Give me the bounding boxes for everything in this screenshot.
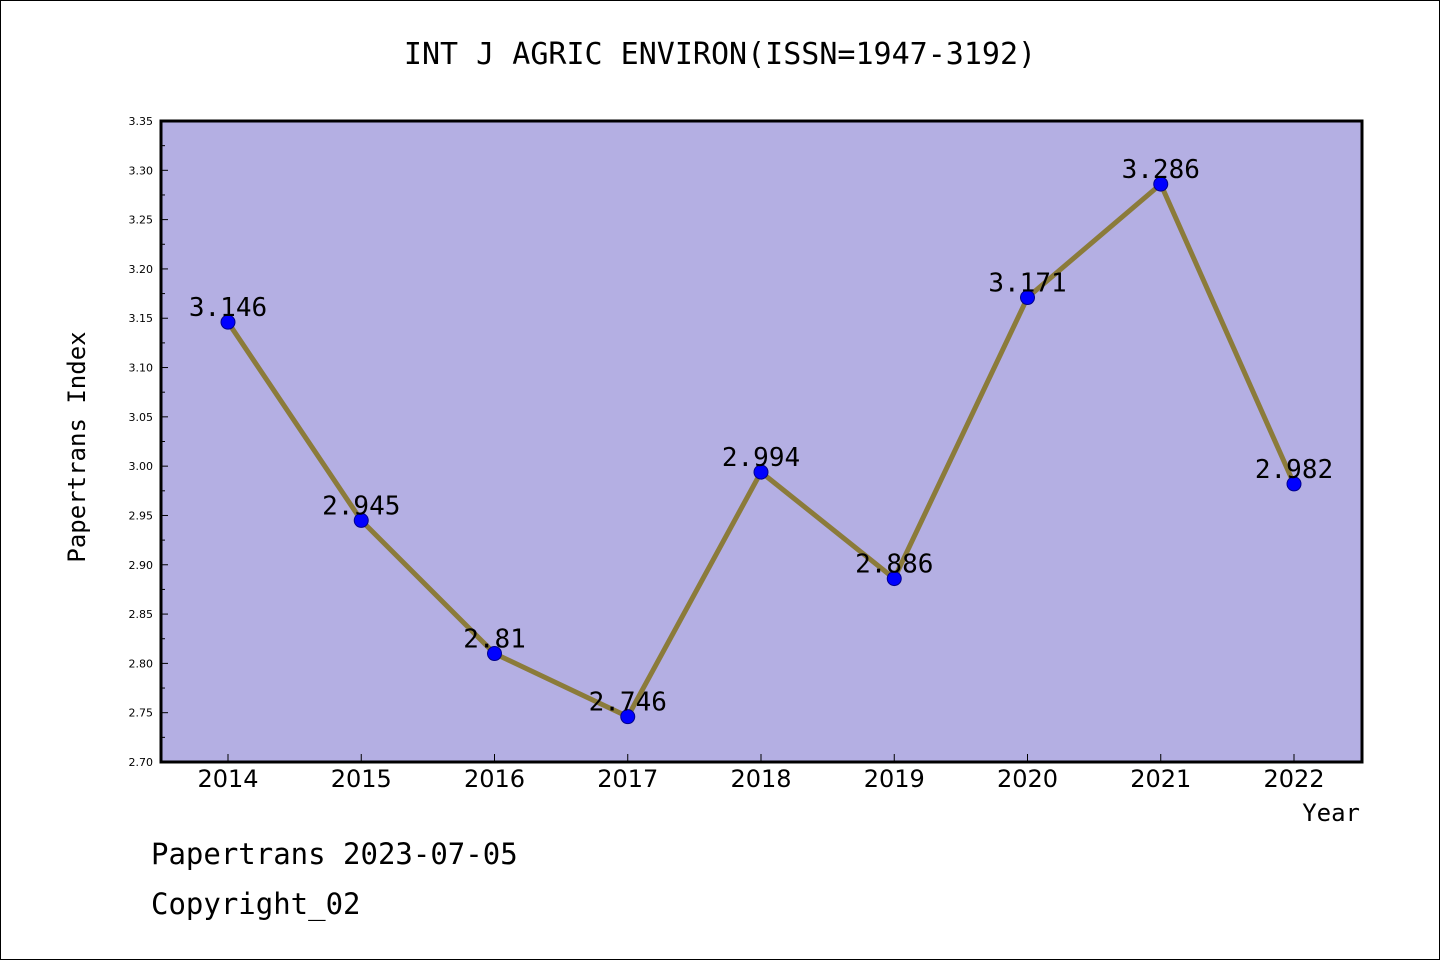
- y-tick-label: 2.80: [129, 657, 154, 670]
- plot-area: [159, 119, 1364, 764]
- data-point-marker: [1286, 476, 1302, 492]
- data-point-marker: [886, 571, 902, 587]
- x-tick-label: 2019: [864, 765, 925, 793]
- data-label: 2.994: [722, 443, 800, 473]
- data-label: 2.886: [855, 550, 933, 580]
- x-axis-label: Year: [1302, 799, 1360, 827]
- x-axis: 2014 2015 2016 2017 2018 2019 2020 2021 2022: [197, 754, 1325, 793]
- footer-copyright-text: Copyright_02: [151, 887, 361, 921]
- data-label: 3.146: [189, 293, 267, 323]
- x-tick-label: 2021: [1130, 765, 1191, 793]
- data-point-marker: [1153, 176, 1169, 192]
- y-tick-label: 2.90: [129, 559, 154, 572]
- data-labels-layer: 3.146 2.945 2.81 2.746 2.994 2.886 3.171 3.286 2…: [189, 155, 1333, 718]
- y-axis: 2.70 2.75 2.80 2.85 2.90 2.95 3.00 3.05 3.10 3.15…: [129, 115, 168, 769]
- x-tick-label: 2017: [597, 765, 658, 793]
- data-label: 3.171: [988, 269, 1066, 299]
- x-tick-label: 2020: [997, 765, 1058, 793]
- y-tick-label: 2.85: [129, 608, 154, 621]
- x-tick-label: 2016: [464, 765, 525, 793]
- footer-date-text: Papertrans 2023-07-05: [151, 837, 518, 871]
- y-tick-label: 3.20: [129, 263, 154, 276]
- x-tick-label: 2015: [331, 765, 392, 793]
- y-tick-label: 3.30: [129, 164, 154, 177]
- data-label: 2.945: [322, 491, 400, 521]
- y-tick-label: 3.00: [129, 460, 154, 473]
- data-label: 2.81: [463, 625, 526, 655]
- y-tick-label: 2.95: [129, 509, 154, 522]
- x-tick-label: 2014: [197, 765, 258, 793]
- data-label: 2.982: [1255, 455, 1333, 485]
- x-tick-label: 2022: [1263, 765, 1324, 793]
- y-tick-label: 3.35: [129, 115, 154, 128]
- data-label: 2.746: [589, 688, 667, 718]
- y-tick-label: 3.10: [129, 362, 154, 375]
- chart-title: INT J AGRIC ENVIRON(ISSN=1947-3192): [403, 37, 1037, 72]
- y-axis-label: Papertrans Index: [63, 331, 91, 562]
- data-point-marker: [1020, 290, 1035, 306]
- data-point-marker: [620, 709, 636, 725]
- data-point-marker: [353, 512, 369, 528]
- data-label: 3.286: [1122, 155, 1200, 185]
- y-tick-label: 2.75: [129, 707, 154, 720]
- series-layer: [220, 176, 1302, 725]
- x-tick-label: 2018: [730, 765, 791, 793]
- data-point-marker: [220, 314, 236, 330]
- data-point-marker: [753, 464, 769, 480]
- data-point-marker: [487, 646, 502, 662]
- y-tick-label: 2.70: [129, 756, 154, 769]
- y-tick-label: 3.15: [129, 312, 154, 325]
- y-tick-label: 3.05: [129, 411, 154, 424]
- y-tick-label: 3.25: [129, 214, 154, 227]
